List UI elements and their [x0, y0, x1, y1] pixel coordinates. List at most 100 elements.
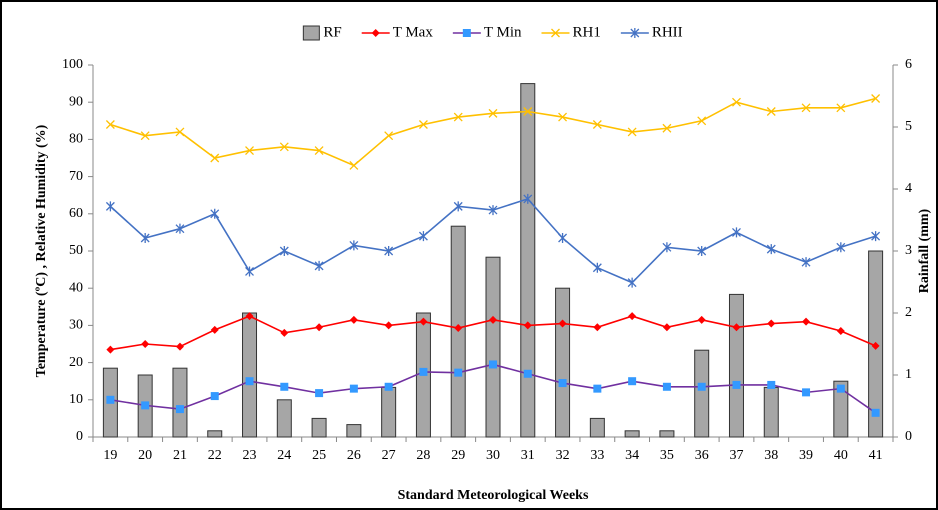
point	[592, 120, 602, 129]
legend-label: RHII	[652, 24, 683, 40]
point	[419, 367, 428, 376]
bar	[624, 430, 640, 438]
y-tick-label: 70	[69, 169, 83, 184]
point	[593, 384, 602, 393]
y-tick-label: 50	[69, 243, 83, 258]
point	[384, 382, 393, 391]
bar	[276, 399, 292, 438]
point	[418, 120, 428, 129]
point	[140, 131, 150, 141]
x-tick-label: 28	[416, 448, 430, 463]
y2-tick-label: 0	[905, 429, 912, 444]
point	[662, 123, 672, 133]
point	[836, 242, 846, 253]
y-tick-label: 90	[69, 94, 83, 109]
x-tick-label: 26	[347, 448, 361, 463]
point	[314, 146, 324, 156]
x-tick-label: 32	[556, 448, 570, 463]
x-tick-label: 36	[695, 448, 709, 463]
point	[245, 312, 254, 321]
point	[801, 257, 811, 268]
x-tick-label: 27	[382, 448, 396, 463]
point	[836, 326, 845, 335]
bar	[520, 83, 536, 438]
point	[349, 160, 359, 170]
point	[523, 193, 533, 204]
x-tick-label: 37	[729, 448, 743, 463]
point	[766, 107, 776, 116]
legend-marker	[462, 29, 471, 37]
point	[175, 223, 185, 234]
point	[628, 312, 637, 321]
point	[141, 401, 150, 410]
point	[279, 246, 289, 256]
x-tick-label: 33	[590, 448, 604, 463]
point	[871, 94, 881, 103]
point	[558, 112, 568, 122]
y2-tick-label: 1	[905, 367, 912, 382]
point	[279, 142, 289, 152]
point	[697, 246, 707, 256]
point	[245, 266, 254, 277]
point	[593, 323, 602, 332]
point	[732, 380, 741, 389]
point	[662, 242, 672, 253]
x-tick-label: 38	[764, 448, 778, 463]
y-tick-label: 0	[76, 429, 83, 444]
point	[523, 369, 532, 378]
y-tick-label: 20	[69, 355, 83, 370]
bar	[381, 386, 397, 438]
y2-tick-label: 2	[905, 305, 912, 320]
x-tick-label: 34	[625, 448, 639, 463]
point	[766, 244, 776, 255]
legend-marker	[630, 28, 640, 38]
x-tick-label: 35	[660, 448, 674, 463]
point	[453, 112, 463, 122]
y-tick-label: 10	[69, 392, 83, 407]
x-axis-title: Standard Meteorological Weeks	[398, 488, 589, 503]
point	[871, 231, 881, 242]
point	[175, 342, 184, 351]
point	[349, 240, 359, 251]
legend-marker	[551, 28, 560, 38]
bar	[589, 417, 605, 438]
y2-tick-label: 5	[905, 119, 912, 134]
point	[105, 201, 115, 212]
x-tick-label: 19	[103, 448, 117, 463]
legend-marker	[371, 29, 380, 37]
point	[210, 392, 219, 401]
x-tick-label: 29	[451, 448, 465, 463]
point	[628, 377, 637, 386]
point	[210, 325, 219, 334]
point	[523, 107, 533, 116]
bar	[659, 430, 675, 438]
x-tick-label: 39	[799, 448, 813, 463]
point	[836, 103, 846, 113]
point	[489, 360, 497, 369]
point	[210, 208, 220, 219]
x-tick-label: 41	[869, 448, 883, 463]
legend-label: RH1	[572, 24, 600, 40]
point	[732, 97, 741, 107]
point	[140, 232, 150, 243]
bar	[833, 380, 849, 438]
y-tick-label: 60	[69, 206, 83, 221]
point	[523, 321, 532, 330]
point	[105, 120, 115, 129]
point	[592, 262, 602, 273]
point	[836, 384, 845, 393]
y-tick-label: 30	[69, 318, 83, 333]
point	[106, 395, 115, 404]
y-tick-label: 80	[69, 132, 83, 147]
bar	[311, 417, 327, 438]
point	[627, 277, 637, 288]
bar	[242, 312, 258, 438]
point	[349, 384, 358, 393]
point	[210, 153, 220, 163]
point	[558, 379, 567, 388]
x-tick-label: 40	[834, 448, 848, 463]
point	[801, 103, 811, 113]
point	[453, 201, 463, 212]
bar	[346, 424, 362, 438]
